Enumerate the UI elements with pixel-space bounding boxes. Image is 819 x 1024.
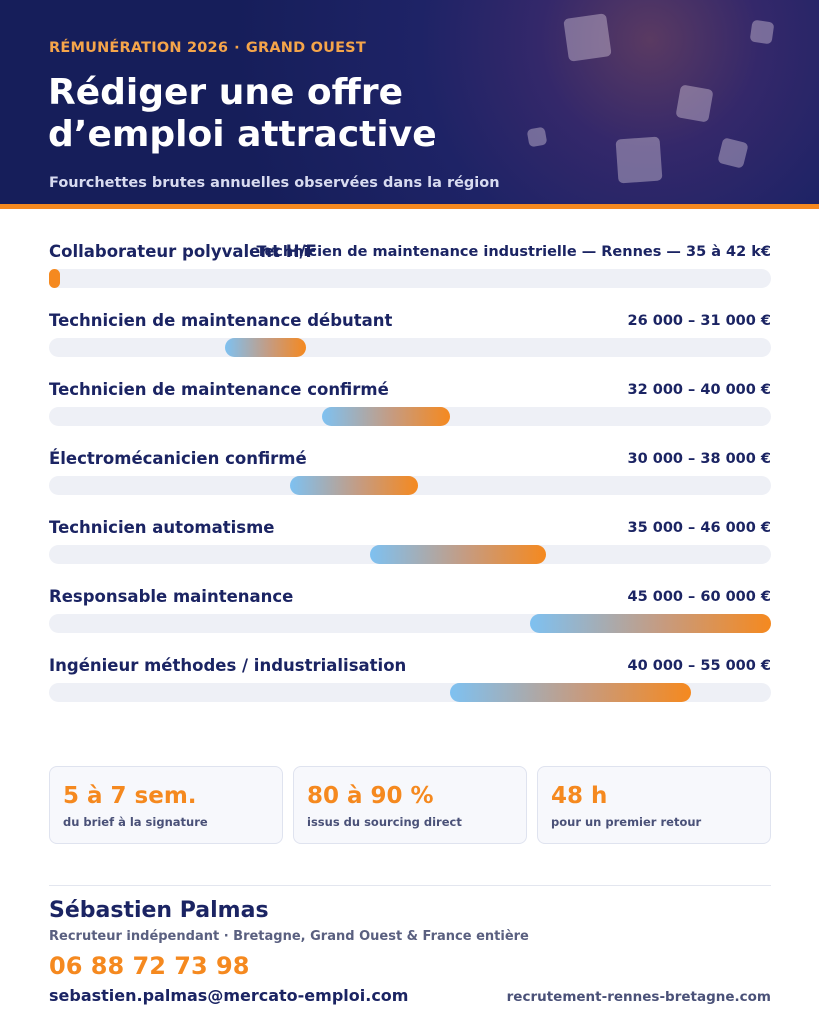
stat-card-sourcing: 80 à 90 % issus du sourcing direct	[293, 766, 527, 844]
salary-range: 35 000 – 46 000 €	[627, 520, 771, 536]
stat-value: 48 h	[551, 783, 608, 809]
salary-row-electromecanicien: Électromécanicien confirmé 30 000 – 38 0…	[49, 449, 771, 518]
header-banner: RÉMUNÉRATION 2026 · GRAND OUEST Rédiger un…	[0, 0, 819, 204]
salary-row-responsable: Responsable maintenance 45 000 – 60 000 …	[49, 587, 771, 656]
salary-row-technicien-debutant: Technicien de maintenance débutant 26 00…	[49, 311, 771, 380]
salary-label: Technicien de maintenance débutant	[49, 311, 393, 330]
salary-label: Technicien de maintenance confirmé	[49, 380, 389, 399]
salary-range-bar	[530, 614, 771, 633]
decorative-square-icon	[717, 137, 749, 169]
eyebrow-year: RÉMUNÉRATION 2026	[49, 40, 229, 56]
salary-range-bar	[369, 545, 547, 564]
salary-range-bar	[289, 476, 418, 495]
salary-overlay-text: Technicien de maintenance industrielle —…	[256, 244, 771, 260]
decorative-square-icon	[526, 126, 548, 148]
stat-value: 80 à 90 %	[307, 783, 434, 809]
salary-label: Électromécanicien confirmé	[49, 449, 307, 468]
stat-caption: pour un premier retour	[551, 815, 702, 829]
page-subtitle: Fourchettes brutes annuelles observées d…	[49, 175, 500, 191]
stat-caption: du brief à la signature	[63, 815, 208, 829]
salary-track	[49, 269, 771, 288]
salary-range: 45 000 – 60 000 €	[627, 589, 771, 605]
contact-website[interactable]: recrutement-rennes-bretagne.com	[506, 989, 771, 1005]
salary-track	[49, 476, 771, 495]
salary-range-bar	[225, 338, 306, 357]
salary-row-collaborateur: Collaborateur polyvalent H/F Technicien …	[49, 242, 771, 311]
salary-range: 30 000 – 38 000 €	[627, 451, 771, 467]
eyebrow-region: GRAND OUEST	[245, 40, 366, 56]
salary-row-automatisme: Technicien automatisme 35 000 – 46 000 €	[49, 518, 771, 587]
salary-range: 32 000 – 40 000 €	[627, 382, 771, 398]
stat-card-response: 48 h pour un premier retour	[537, 766, 771, 844]
salary-track	[49, 683, 771, 702]
stat-value: 5 à 7 sem.	[63, 783, 197, 809]
eyebrow: RÉMUNÉRATION 2026 · GRAND OUEST	[49, 40, 366, 56]
salary-range-bar	[321, 407, 451, 426]
header-accent-band	[0, 204, 819, 209]
salary-track	[49, 545, 771, 564]
salary-row-ingenieur: Ingénieur méthodes / industrialisation 4…	[49, 656, 771, 725]
salary-label: Responsable maintenance	[49, 587, 294, 606]
decorative-square-icon	[675, 84, 714, 123]
contact-name: Sébastien Palmas	[49, 898, 269, 923]
salary-track	[49, 614, 771, 633]
salary-list: Collaborateur polyvalent H/F Technicien …	[49, 242, 771, 725]
decorative-square-icon	[563, 13, 612, 62]
eyebrow-separator: ·	[234, 40, 240, 56]
salary-track	[49, 407, 771, 426]
footer-divider	[49, 885, 771, 886]
contact-phone[interactable]: 06 88 72 73 98	[49, 952, 250, 980]
salary-range: 40 000 – 55 000 €	[627, 658, 771, 674]
salary-label: Collaborateur polyvalent H/F	[49, 242, 317, 261]
stat-caption: issus du sourcing direct	[307, 815, 462, 829]
salary-range: 26 000 – 31 000 €	[627, 313, 771, 329]
contact-email[interactable]: sebastien.palmas@mercato-emploi.com	[49, 986, 409, 1005]
key-figures: 5 à 7 sem. du brief à la signature 80 à …	[49, 766, 771, 844]
salary-range-bar	[49, 269, 60, 288]
decorative-square-icon	[749, 19, 775, 45]
salary-range-bar	[450, 683, 691, 702]
decorative-square-icon	[615, 136, 663, 184]
salary-label: Ingénieur méthodes / industrialisation	[49, 656, 407, 675]
salary-track	[49, 338, 771, 357]
salary-row-technicien-confirme: Technicien de maintenance confirmé 32 00…	[49, 380, 771, 449]
page-title: Rédiger une offre d’emploi attractive	[48, 72, 437, 155]
salary-label: Technicien automatisme	[49, 518, 275, 537]
contact-role: Recruteur indépendant · Bretagne, Grand …	[49, 929, 529, 944]
stat-card-delay: 5 à 7 sem. du brief à la signature	[49, 766, 283, 844]
